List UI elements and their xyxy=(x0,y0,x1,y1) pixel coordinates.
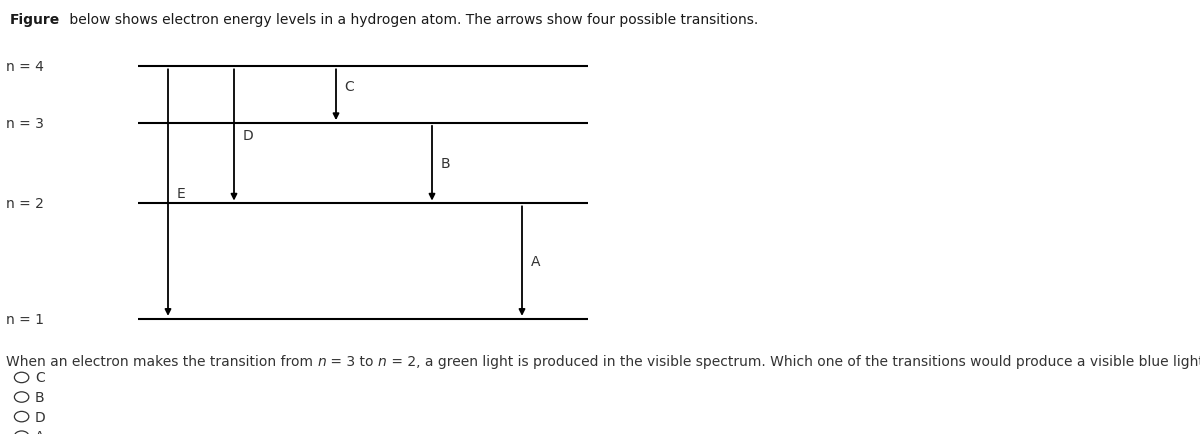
Text: A: A xyxy=(35,429,44,434)
Text: Figure: Figure xyxy=(10,13,60,27)
Text: E: E xyxy=(176,186,185,200)
Text: C: C xyxy=(344,80,354,94)
Text: n = 3: n = 3 xyxy=(6,117,44,131)
Text: When an electron makes the transition from: When an electron makes the transition fr… xyxy=(6,354,317,368)
Text: B: B xyxy=(35,390,44,404)
Text: = 3 to: = 3 to xyxy=(326,354,378,368)
Text: n = 4: n = 4 xyxy=(6,60,44,74)
Text: B: B xyxy=(440,157,450,171)
Text: n = 2: n = 2 xyxy=(6,197,44,211)
Text: C: C xyxy=(35,371,44,385)
Text: D: D xyxy=(35,410,46,424)
Text: below shows electron energy levels in a hydrogen atom. The arrows show four poss: below shows electron energy levels in a … xyxy=(65,13,758,27)
Text: = 2, a green light is produced in the visible spectrum. Which one of the transit: = 2, a green light is produced in the vi… xyxy=(386,354,1200,368)
Text: D: D xyxy=(242,128,253,143)
Text: A: A xyxy=(530,254,540,269)
Text: n = 1: n = 1 xyxy=(6,312,44,326)
Text: n: n xyxy=(317,354,326,368)
Text: n: n xyxy=(378,354,386,368)
